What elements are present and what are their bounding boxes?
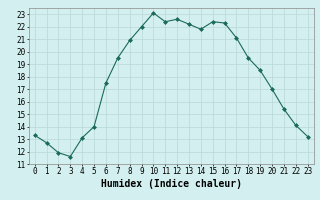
X-axis label: Humidex (Indice chaleur): Humidex (Indice chaleur): [101, 179, 242, 189]
